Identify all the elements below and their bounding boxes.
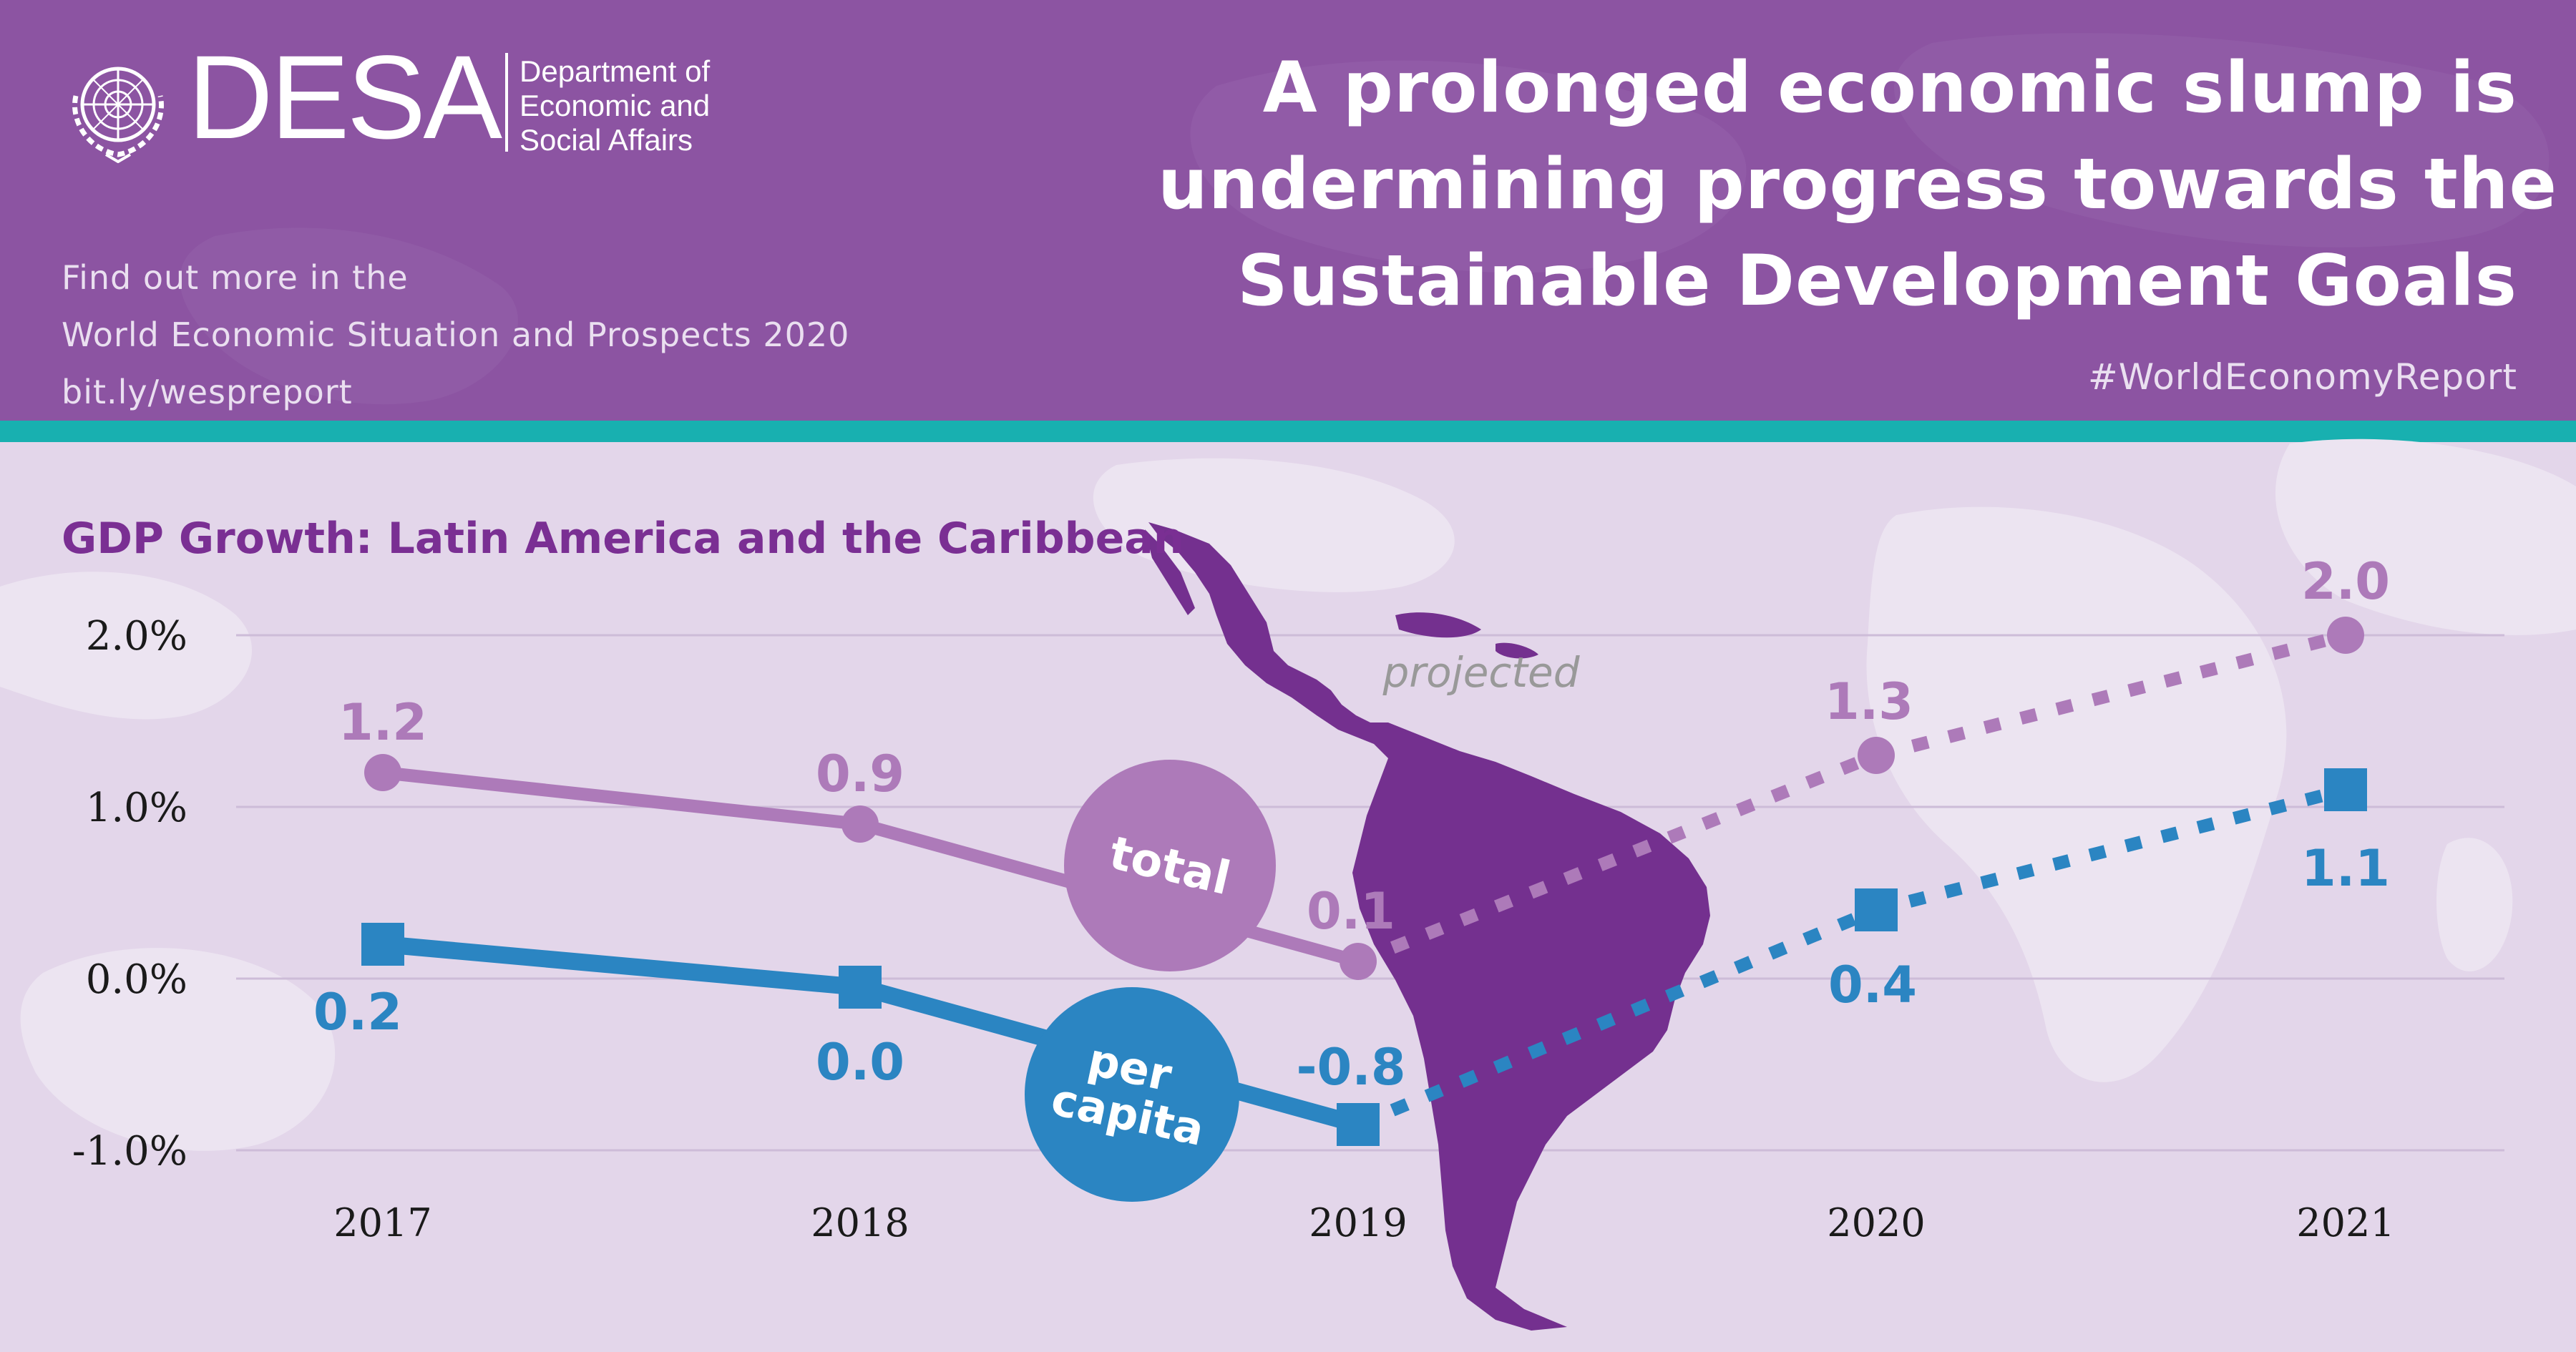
data-point-square — [361, 923, 404, 966]
caribbean-islands — [1395, 612, 1538, 659]
report-link[interactable]: bit.ly/wespreport — [62, 373, 353, 411]
data-point-square — [1337, 1103, 1380, 1146]
data-point-circle — [841, 805, 879, 843]
data-label: 0.1 — [1307, 882, 1395, 941]
headline-line: Sustainable Development Goals — [1237, 240, 2517, 322]
logo-divider — [505, 53, 508, 152]
y-tick-label: -1.0% — [72, 1128, 187, 1175]
accent-stripe — [0, 421, 2576, 442]
data-point-circle — [2327, 617, 2364, 654]
data-label: 0.0 — [816, 1033, 904, 1092]
find-out-more: Find out more in the World Economic Situ… — [62, 249, 849, 421]
y-tick-label: 0.0% — [86, 956, 187, 1003]
data-point-circle — [1858, 737, 1895, 774]
department-name: Department of Economic and Social Affairs — [519, 54, 756, 157]
data-label: 1.3 — [1825, 672, 1913, 731]
report-name: World Economic Situation and Prospects 2… — [62, 315, 850, 354]
gridlines — [236, 634, 2504, 1152]
baja-california — [1145, 529, 1195, 615]
total-series-label: total — [1064, 760, 1276, 971]
world-map-background-top — [180, 33, 2550, 405]
x-tick-label: 2017 — [333, 1200, 431, 1245]
headline: A prolonged economic slump is underminin… — [1158, 40, 2557, 330]
headline-line: A prolonged economic slump is — [1262, 47, 2517, 129]
per-capita-series-label: per capita — [1025, 987, 1239, 1202]
data-label: 1.2 — [338, 693, 427, 752]
data-label: 0.9 — [816, 745, 904, 803]
x-tick-label: 2020 — [1827, 1200, 1925, 1245]
chart-title: GDP Growth: Latin America and the Caribb… — [62, 514, 1184, 564]
projected-annotation: projected — [1382, 648, 1580, 697]
y-tick-label: 2.0% — [86, 613, 187, 660]
data-label: 0.2 — [313, 983, 402, 1042]
data-point-square — [839, 966, 882, 1009]
find-out-line: Find out more in the — [62, 258, 409, 297]
x-tick-label: 2021 — [2296, 1200, 2394, 1245]
world-map-background — [0, 439, 2576, 1151]
department-line: Department of — [519, 54, 711, 88]
data-label: 1.1 — [2301, 839, 2390, 898]
x-tick-label: 2018 — [811, 1200, 909, 1245]
x-axis: 2017 2018 2019 2020 2021 — [333, 1200, 2394, 1245]
data-label: 0.4 — [1828, 956, 1917, 1014]
x-tick-label: 2019 — [1309, 1200, 1407, 1245]
header-banner: DESA Department of Economic and Social Aff… — [0, 0, 2576, 421]
hashtag[interactable]: #WorldEconomyReport — [2087, 356, 2517, 398]
y-tick-label: 1.0% — [86, 785, 187, 831]
data-point-circle — [1340, 943, 1377, 980]
department-line: Economic and — [519, 89, 711, 122]
data-point-square — [1855, 888, 1898, 931]
data-label: 2.0 — [2301, 552, 2390, 611]
y-axis: 2.0% 1.0% 0.0% -1.0% — [72, 613, 187, 1175]
headline-line: undermining progress towards the — [1158, 144, 2557, 225]
data-point-circle — [364, 754, 401, 791]
un-emblem-icon — [72, 67, 164, 163]
desa-logo-text: DESA — [187, 31, 502, 164]
data-point-square — [2324, 768, 2367, 811]
department-line: Social Affairs — [519, 123, 693, 157]
data-label: -0.8 — [1296, 1038, 1405, 1097]
